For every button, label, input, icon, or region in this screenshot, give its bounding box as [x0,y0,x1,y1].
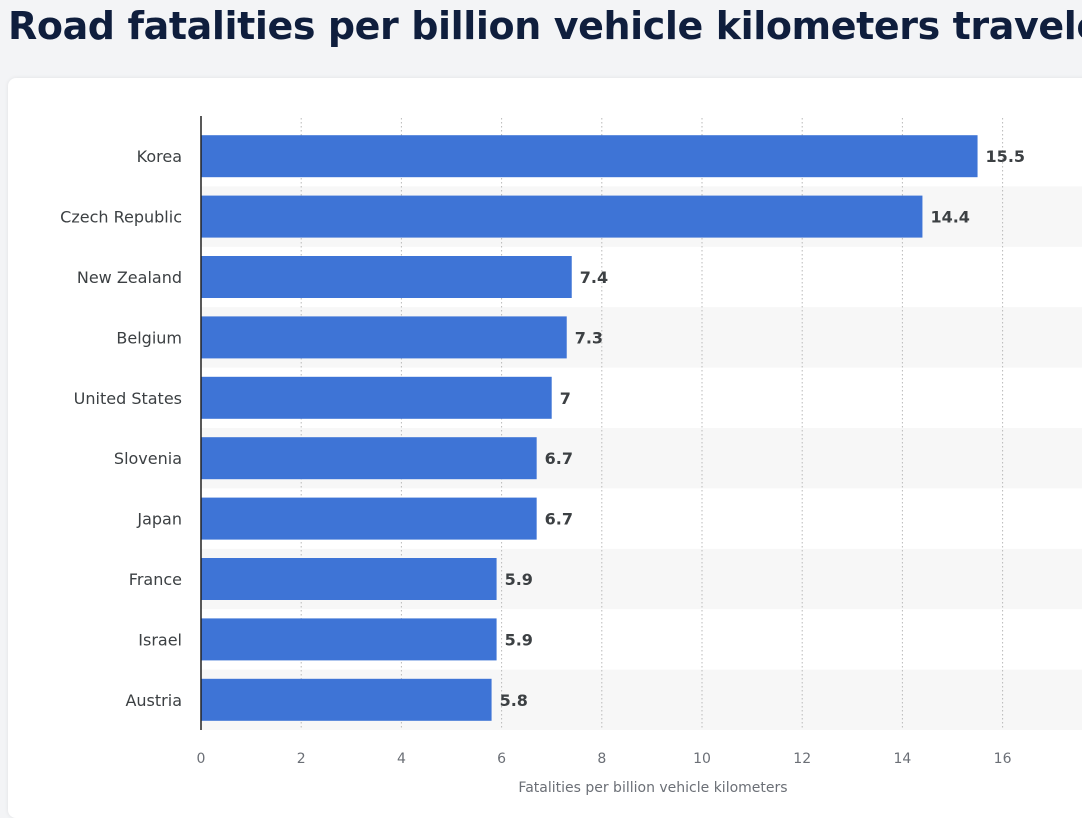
bar [201,437,537,480]
x-tick-label: 0 [197,751,206,767]
bar [201,316,567,359]
x-tick-label: 12 [793,751,811,767]
value-label: 7 [560,389,571,408]
category-labels: Korea Czech Republic New Zealand Belgium Uni… [60,147,182,710]
x-tick-label: 16 [994,751,1012,767]
category-label: Czech Republic [60,208,182,227]
category-label: Israel [138,630,182,649]
category-label: France [129,570,182,589]
value-label: 5.9 [505,630,533,649]
value-label: 15.5 [986,147,1025,166]
value-label: 5.9 [505,570,533,589]
category-label: United States [74,389,182,408]
bars [201,135,978,721]
x-tick-label: 10 [693,751,711,767]
category-label: Japan [136,510,182,529]
bar [201,678,492,721]
bar [201,558,497,600]
x-axis-title: Fatalities per billion vehicle kilometer… [518,780,787,796]
chart-card: Korea Czech Republic New Zealand Belgium Uni… [8,78,1082,818]
category-label: Slovenia [114,449,182,468]
value-labels: 15.5 14.4 7.4 7.3 7 6.7 6.7 5.9 5.9 5.8 [500,147,1025,710]
value-label: 14.4 [930,208,969,227]
value-label: 6.7 [545,510,573,529]
category-label: Belgium [116,328,182,347]
bar-chart: Korea Czech Republic New Zealand Belgium Uni… [60,116,1082,796]
value-label: 7.4 [580,268,608,287]
x-tick-label: 4 [397,751,406,767]
bar [201,135,978,178]
value-label: 6.7 [545,449,573,468]
bar [201,195,923,238]
x-tick-label: 6 [497,751,506,767]
bar [201,376,552,419]
bar [201,618,497,661]
page-title: Road fatalities per billion vehicle kilo… [8,4,1082,48]
category-label: Austria [125,691,182,710]
category-label: Korea [137,147,182,166]
category-label: New Zealand [77,268,182,287]
x-tick-label: 8 [597,751,606,767]
bar [201,497,537,540]
value-label: 5.8 [500,691,528,710]
x-tick-label: 14 [893,751,911,767]
x-tick-label: 2 [297,751,306,767]
bar [201,256,572,298]
x-tick-labels: 0 2 4 6 8 10 12 14 16 [197,751,1012,767]
value-label: 7.3 [575,328,603,347]
